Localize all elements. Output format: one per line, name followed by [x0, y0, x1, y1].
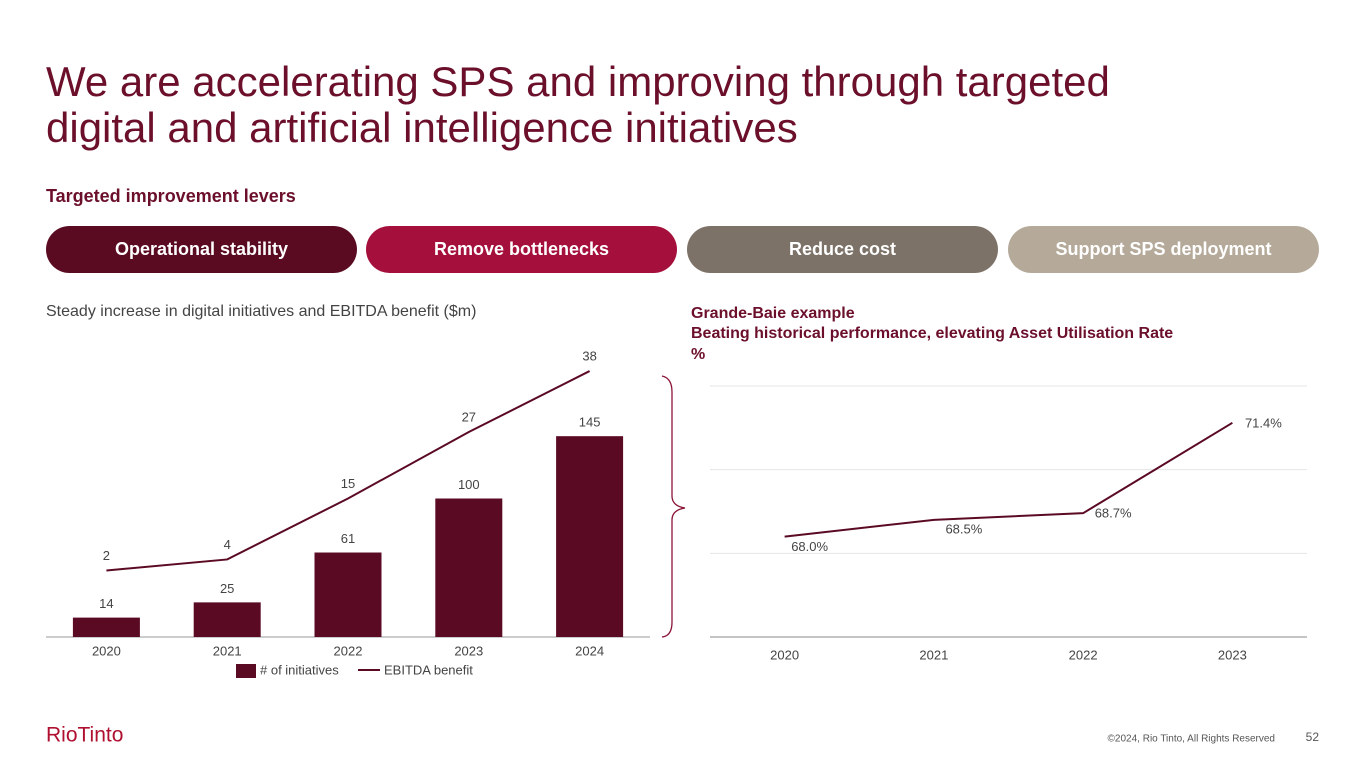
bar-value-label: 25 [220, 581, 234, 596]
line-value-label: 38 [582, 349, 596, 364]
lever-label: Reduce cost [789, 239, 896, 259]
legend-label: EBITDA benefit [384, 662, 473, 677]
bar [193, 602, 261, 637]
chart-title: Steady increase in digital initiatives a… [46, 303, 476, 320]
copyright: ©2024, Rio Tinto, All Rights Reserved [1108, 734, 1275, 745]
logo: RioTinto [46, 724, 123, 747]
bar-value-label: 100 [458, 477, 480, 492]
bar [72, 617, 140, 637]
lever-pill [1008, 226, 1319, 273]
legend-swatch [236, 664, 256, 678]
bar [556, 436, 624, 637]
lever-label: Remove bottlenecks [434, 239, 609, 259]
line-value-label: 68.7% [1095, 506, 1132, 521]
x-tick-label: 2021 [919, 647, 948, 662]
x-tick-label: 2022 [334, 643, 363, 658]
y-axis-label: % [691, 346, 705, 363]
line-value-label: 71.4% [1245, 415, 1282, 430]
lever-label: Operational stability [115, 239, 288, 259]
lever-label: Support SPS deployment [1055, 239, 1271, 259]
x-tick-label: 2021 [213, 643, 242, 658]
line-value-label: 68.5% [945, 521, 982, 536]
line-value-label: 4 [224, 537, 231, 552]
x-tick-label: 2020 [92, 643, 121, 658]
chart-title: Beating historical performance, elevatin… [691, 325, 1173, 342]
chart-title: Grande-Baie example [691, 305, 855, 322]
bar-value-label: 61 [341, 531, 355, 546]
levers-title: Targeted improvement levers [46, 186, 296, 206]
lever-pill [687, 226, 998, 273]
page-number: 52 [1306, 730, 1320, 744]
bar [435, 498, 503, 637]
lever-pill [46, 226, 357, 273]
line-series [106, 370, 591, 572]
x-tick-label: 2022 [1069, 647, 1098, 662]
bar [314, 552, 382, 637]
bar-value-label: 14 [99, 596, 113, 611]
line-series [784, 421, 1233, 538]
bar-value-label: 145 [579, 415, 601, 430]
legend-label: # of initiatives [260, 662, 339, 677]
x-tick-label: 2020 [770, 647, 799, 662]
lever-pill [366, 226, 677, 273]
line-value-label: 27 [462, 409, 476, 424]
line-value-label: 15 [341, 476, 355, 491]
x-tick-label: 2023 [1218, 647, 1247, 662]
x-tick-label: 2024 [575, 643, 604, 658]
x-tick-label: 2023 [454, 643, 483, 658]
line-value-label: 68.0% [791, 539, 828, 554]
bracket [661, 375, 686, 638]
line-value-label: 2 [103, 548, 110, 563]
title-line: digital and artificial intelligence init… [46, 104, 798, 151]
title-line: We are accelerating SPS and improving th… [46, 58, 1110, 105]
